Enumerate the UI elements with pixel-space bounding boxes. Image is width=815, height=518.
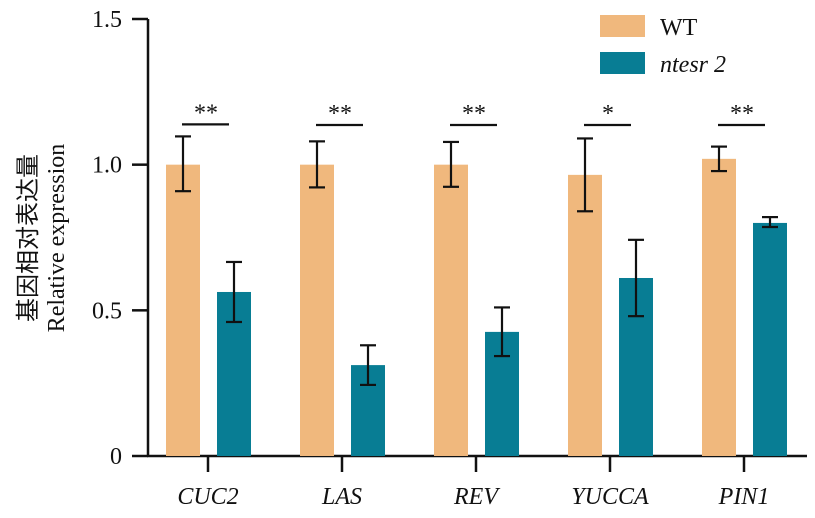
- error-bar: [360, 344, 376, 387]
- significance-label: *: [602, 101, 614, 127]
- error-bar: [494, 306, 510, 358]
- error-bar: [309, 140, 325, 189]
- legend-label-ntesr2: ntesr 2: [660, 52, 726, 78]
- x-tick-label: LAS: [321, 484, 362, 510]
- legend: WT ntesr 2: [600, 15, 726, 78]
- error-bar: [711, 145, 727, 173]
- x-tick-label: YUCCA: [571, 484, 649, 510]
- y-axis-title-english: Relative expression: [44, 144, 70, 333]
- y-tick-label: 1.5: [92, 7, 122, 33]
- bar-ntesr2: [753, 222, 787, 456]
- bar-wt: [434, 164, 468, 456]
- bar-wt: [702, 158, 736, 456]
- bar-wt: [166, 164, 200, 456]
- y-axis: 0 0.5 1.0 1.5: [92, 7, 150, 470]
- x-tick-label: CUC2: [177, 484, 238, 510]
- y-axis-title: 基因相对表达量 Relative expression: [15, 144, 70, 333]
- y-tick-label: 0: [110, 444, 122, 470]
- significance-label: **: [194, 100, 218, 126]
- y-axis-title-chinese: 基因相对表达量: [15, 154, 42, 322]
- error-bar: [762, 216, 778, 229]
- legend-swatch-ntesr2: [600, 52, 645, 74]
- significance-markers: ** ** ** * **: [182, 100, 765, 127]
- bars: [166, 158, 787, 456]
- error-bar: [175, 135, 191, 193]
- y-tick-label: 1.0: [92, 153, 122, 179]
- significance-label: **: [462, 101, 486, 127]
- legend-label-wt: WT: [660, 15, 698, 41]
- x-axis: CUC2 LAS REV YUCCA PIN1: [147, 454, 807, 510]
- bar-wt: [568, 174, 602, 456]
- x-tick-label: PIN1: [718, 484, 770, 510]
- x-tick-label: REV: [453, 484, 500, 510]
- error-bar: [443, 140, 459, 188]
- bar-wt: [300, 164, 334, 456]
- significance-label: **: [328, 101, 352, 127]
- y-tick-label: 0.5: [92, 298, 122, 324]
- legend-swatch-wt: [600, 15, 645, 37]
- error-bar: [577, 137, 593, 213]
- error-bar: [226, 260, 242, 324]
- error-bars: [175, 135, 778, 387]
- significance-label: **: [730, 101, 754, 127]
- error-bar: [628, 238, 644, 318]
